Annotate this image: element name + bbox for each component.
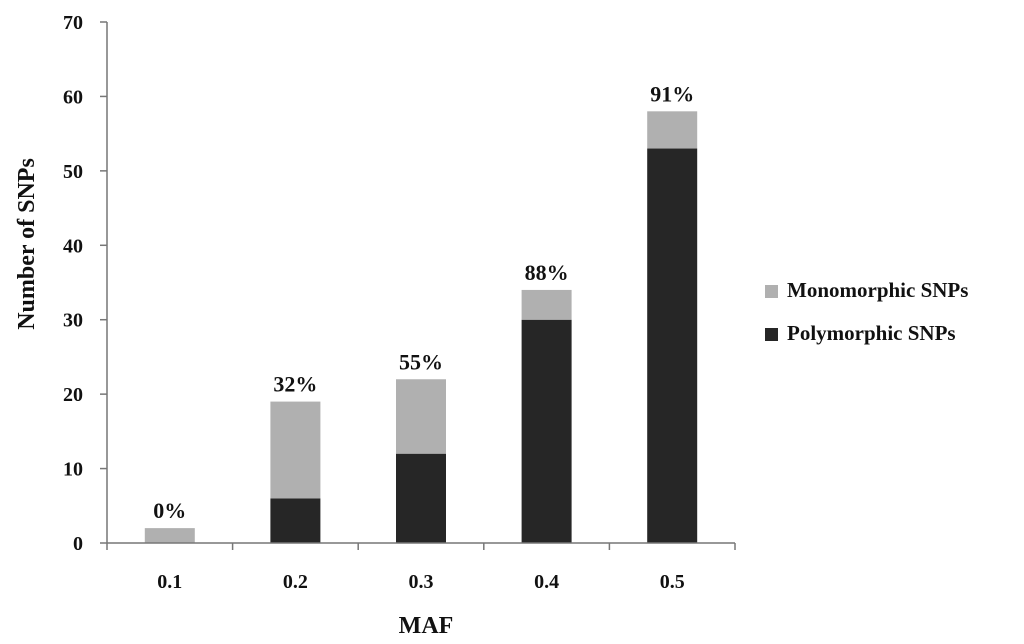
y-tick-label: 70 — [63, 12, 83, 34]
axes-layer — [106, 22, 735, 544]
bar-monomorphic-snps — [647, 111, 698, 149]
x-axis-title: MAF — [399, 613, 454, 639]
data-label: 55% — [399, 349, 443, 374]
bars-layer — [144, 111, 698, 543]
bar-polymorphic-snps — [521, 319, 572, 543]
y-ticks: 0 10 20 30 40 50 60 70 — [63, 12, 107, 555]
y-tick-label: 50 — [63, 161, 83, 183]
x-tick-label: 0.4 — [534, 571, 559, 593]
x-ticks: 0.1 0.2 0.3 0.4 0.5 — [106, 543, 736, 593]
bar-monomorphic-snps — [521, 289, 572, 320]
bar-polymorphic-snps — [396, 453, 446, 543]
y-tick-label: 40 — [63, 235, 83, 257]
data-label: 91% — [650, 81, 694, 106]
bar-polymorphic-snps — [647, 148, 698, 543]
x-tick-label: 0.1 — [157, 571, 182, 593]
x-tick-label: 0.5 — [660, 571, 685, 593]
y-tick-label: 0 — [73, 533, 83, 555]
y-axis-title: Number of SNPs — [14, 158, 40, 330]
x-tick-label: 0.3 — [409, 571, 434, 593]
data-label: 32% — [273, 372, 317, 397]
data-label: 0% — [153, 498, 186, 523]
legend-swatch — [765, 328, 778, 341]
bar-monomorphic-snps — [270, 401, 321, 499]
legend-label: Monomorphic SNPs — [787, 278, 968, 302]
data-label: 88% — [525, 260, 569, 285]
y-tick-label: 30 — [63, 310, 83, 332]
legend-swatch — [765, 285, 778, 298]
y-tick-label: 10 — [63, 459, 83, 481]
bar-monomorphic-snps — [144, 528, 195, 543]
x-tick-label: 0.2 — [283, 571, 308, 593]
y-tick-label: 20 — [63, 384, 83, 406]
legend: Monomorphic SNPs Polymorphic SNPs — [765, 278, 968, 345]
bar-monomorphic-snps — [396, 379, 446, 454]
data-labels: 0% 32% 55% 88% 91% — [153, 81, 694, 523]
bar-polymorphic-snps — [270, 498, 321, 543]
legend-label: Polymorphic SNPs — [787, 321, 956, 345]
y-tick-label: 60 — [63, 86, 83, 108]
